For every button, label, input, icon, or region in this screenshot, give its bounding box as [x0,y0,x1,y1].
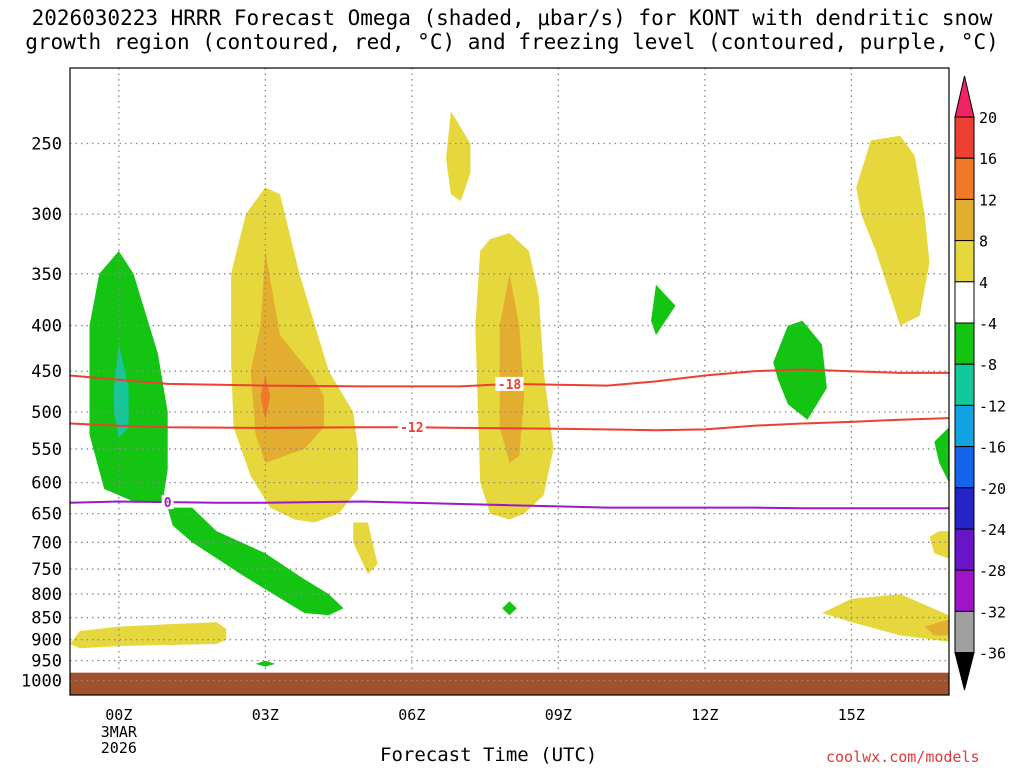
x-tick-label-15Z: 15Z [838,706,865,724]
y-tick-label-700: 700 [31,533,62,553]
chart-title-line-2: growth region (contoured, red, °C) and f… [25,30,999,54]
omega-region-green-19 [934,427,949,483]
y-tick-label-650: 650 [31,505,62,525]
colorbar-label-4: 4 [979,274,988,292]
colorbar-box-3 [954,198,975,242]
dgz-18c-label: -18 [498,378,522,393]
omega-region-green-14 [167,507,344,616]
x-date-label-0: 3MAR [101,723,138,741]
colorbar-label-8: -16 [979,439,1006,457]
omega-region-green-16 [502,601,517,616]
omega-region-yellow-9 [856,135,930,326]
colorbar-box-6 [954,322,975,365]
omega-region-teal-13 [114,344,129,439]
omega-region-yellow-10 [929,531,949,559]
y-tick-label-750: 750 [31,560,62,580]
colorbar-label-5: -4 [979,315,997,333]
colorbar-label-11: -28 [979,562,1006,580]
colorbar-box-9 [954,446,975,489]
x-tick-label-09Z: 09Z [545,706,572,724]
omega-region-yellow-0 [70,622,227,649]
y-tick-label-850: 850 [31,609,62,629]
y-tick-label-300: 300 [31,205,62,225]
freezing-level-contour [70,500,949,510]
colorbar-box-10 [954,487,975,530]
chart-title-line-1: 2026030223 HRRR Forecast Omega (shaded, … [31,6,993,30]
colorbar-box-1 [954,116,975,159]
freezing-level-label-bg [161,495,174,510]
y-tick-label-500: 500 [31,403,62,423]
dgz-18c-contour [70,368,949,388]
y-tick-label-400: 400 [31,317,62,337]
plot-frame [69,67,950,696]
colorbar-label-3: 8 [979,233,988,251]
y-tick-label-1000: 1000 [21,672,62,692]
colorbar-box-2 [954,157,975,200]
colorbar-label-13: -36 [979,645,1006,663]
ground-terrain [70,672,949,695]
colorbar-label-10: -24 [979,521,1006,539]
colorbar-box-5 [954,281,975,324]
dgz-12c-label: -12 [400,421,423,436]
y-tick-label-450: 450 [31,362,62,382]
x-tick-label-06Z: 06Z [398,706,425,724]
x-tick-label-00Z: 00Z [105,706,132,724]
freezing-level-label: 0 [164,496,172,511]
y-tick-label-950: 950 [31,652,62,672]
dgz-12c-contour [70,417,949,432]
y-tick-label-250: 250 [31,135,62,155]
omega-region-yellow-8 [822,594,949,642]
colorbar-box-13 [954,610,975,654]
colorbar-label-9: -20 [979,480,1006,498]
omega-region-green-15 [255,660,276,667]
colorbar-box-12 [954,569,975,612]
omega-region-green-17 [651,284,676,336]
colorbar-label-7: -12 [979,397,1006,415]
x-axis-title: Forecast Time (UTC) [380,744,598,766]
y-tick-label-900: 900 [31,631,62,651]
colorbar-box-7 [954,363,975,406]
colorbar-label-6: -8 [979,356,997,374]
omega-region-gold-7 [499,273,525,463]
colorbar-label-12: -32 [979,603,1006,621]
colorbar-top-arrow [954,75,975,118]
omega-region-gold-2 [250,251,324,463]
y-tick-label-350: 350 [31,265,62,285]
omega-region-gold-11 [924,619,949,636]
credit-link[interactable]: coolwx.com/models [826,748,980,766]
colorbar-label-1: 16 [979,150,997,168]
colorbar-label-0: 20 [979,109,997,127]
colorbar-box-11 [954,528,975,571]
dgz-18c-label-bg [495,376,524,391]
y-tick-label-600: 600 [31,474,62,494]
x-tick-label-12Z: 12Z [691,706,718,724]
colorbar-bottom-arrow [954,652,975,691]
plot-area: -18 -12 0 [70,68,949,695]
omega-region-yellow-4 [353,522,378,575]
omega-region-green-12 [89,251,168,502]
omega-region-yellow-5 [446,111,471,201]
x-tick-label-03Z: 03Z [252,706,279,724]
colorbar-label-2: 12 [979,191,997,209]
y-tick-label-550: 550 [31,440,62,460]
colorbar-box-4 [954,240,975,283]
colorbar-box-8 [954,404,975,448]
x-date-label-1: 2026 [101,739,137,757]
y-tick-label-800: 800 [31,585,62,605]
dgz-12c-label-bg [397,420,426,435]
